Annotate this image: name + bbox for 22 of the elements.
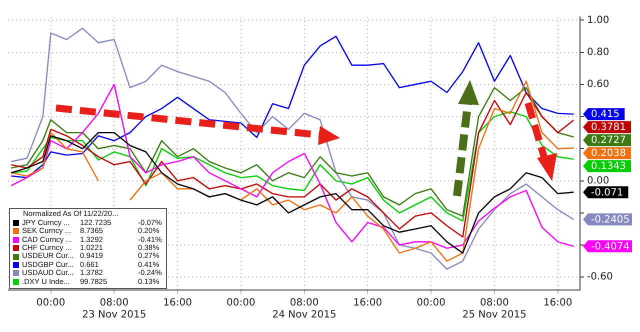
x-tick-label: 08:00 23 Nov 2015 — [82, 298, 146, 321]
x-tick-label: 00:00 — [36, 298, 66, 309]
x-tick-label: 08:00 25 Nov 2015 — [462, 298, 526, 321]
x-tick-label: 16:00 — [163, 298, 192, 309]
y-tick-label: 1.00 — [587, 14, 610, 26]
data-label: -0.2405 — [591, 214, 630, 226]
y-tick-label: -0.60 — [587, 272, 613, 283]
x-tick-label: 00:00 — [416, 298, 446, 309]
data-label: -0.071 — [591, 187, 624, 198]
data-label: 0.2038 — [591, 148, 626, 160]
data-label: 0.3781 — [591, 122, 626, 134]
data-label: 0.1343 — [591, 161, 626, 172]
x-tick-label: 00:00 — [226, 298, 256, 309]
data-label: 0.415 — [591, 109, 620, 120]
data-label: 0.2727 — [591, 135, 626, 146]
data-label: -0.4074 — [591, 241, 630, 252]
x-tick-label: 16:00 — [353, 298, 382, 309]
y-tick-label: 0.60 — [587, 79, 610, 90]
y-tick-label: 0.80 — [587, 46, 610, 58]
y-tick-label: 0.00 — [587, 175, 610, 186]
x-tick-label: 16:00 — [543, 298, 572, 309]
x-tick-label: 08:00 24 Nov 2015 — [272, 298, 336, 321]
